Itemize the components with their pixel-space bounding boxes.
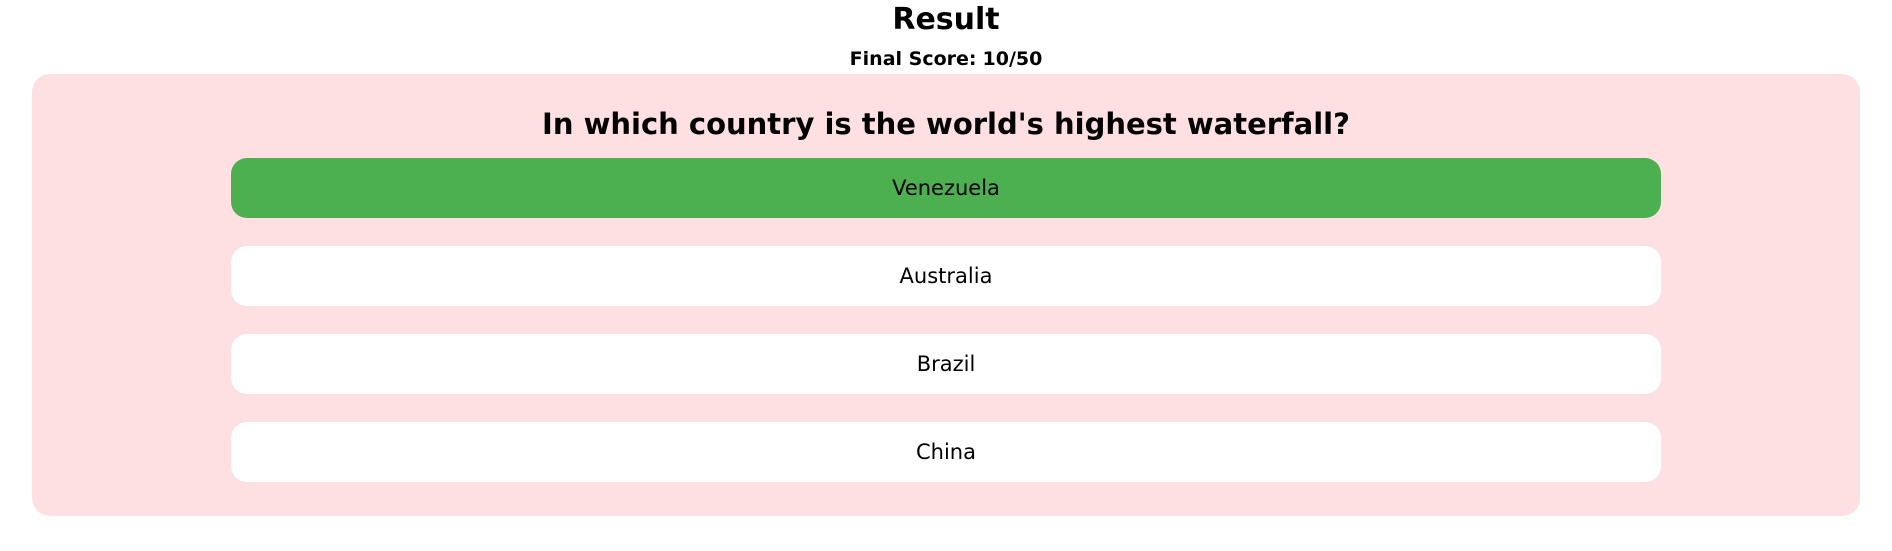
answer-option-brazil[interactable]: Brazil [231, 334, 1661, 394]
answer-option-china[interactable]: China [231, 422, 1661, 482]
result-title: Result [892, 2, 1000, 37]
question-card: In which country is the world's highest … [32, 74, 1860, 516]
question-text: In which country is the world's highest … [542, 107, 1350, 141]
answer-option-venezuela[interactable]: Venezuela [231, 158, 1661, 218]
final-score: Final Score: 10/50 [0, 45, 1892, 73]
final-score-value: 10/50 [982, 48, 1043, 70]
answer-options: Venezuela Australia Brazil China [231, 158, 1661, 510]
answer-option-australia[interactable]: Australia [231, 246, 1661, 306]
final-score-label: Final Score: [849, 48, 977, 70]
